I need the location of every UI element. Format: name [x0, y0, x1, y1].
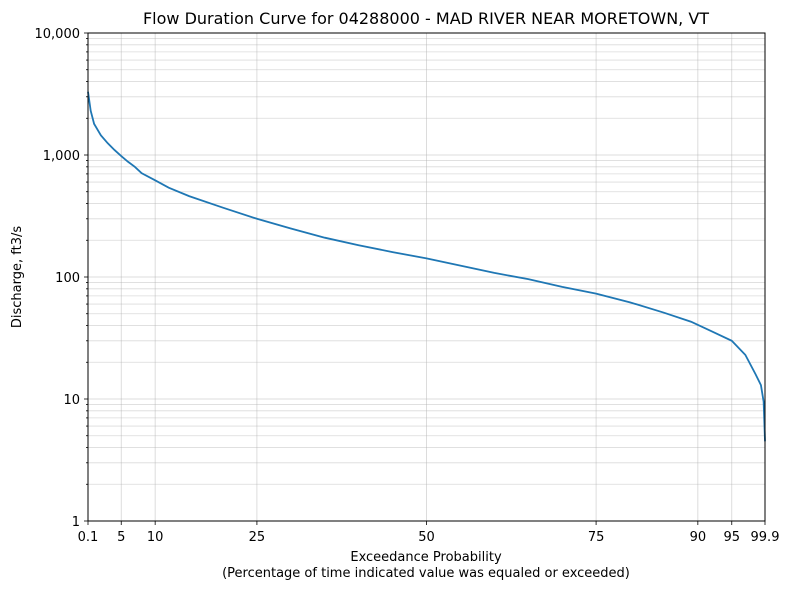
chart-title: Flow Duration Curve for 04288000 - MAD R…: [143, 9, 709, 28]
y-tick-label: 10,000: [35, 27, 81, 42]
x-tick-label: 99.9: [751, 530, 780, 545]
x-tick-label: 5: [117, 530, 125, 545]
y-tick-label: 1,000: [43, 149, 80, 164]
x-tick-label: 25: [249, 530, 266, 545]
y-tick-label: 10: [63, 393, 80, 408]
x-tick-label: 95: [723, 530, 740, 545]
tick-layer: 0.1 5 10 25 50 75 90 95 99.9 1 10 100 1,000 10,000: [35, 27, 780, 545]
grid-layer: [87, 33, 766, 522]
x-axis-note: (Percentage of time indicated value was …: [222, 566, 630, 581]
y-tick-label: 1: [72, 515, 80, 530]
y-axis-label: Discharge, ft3/s: [10, 226, 25, 328]
x-axis-label: Exceedance Probability: [350, 550, 502, 565]
x-tick-label: 0.1: [78, 530, 99, 545]
x-tick-label: 75: [588, 530, 605, 545]
series-layer: [87, 91, 766, 442]
x-tick-label: 10: [147, 530, 164, 545]
x-tick-label: 50: [418, 530, 435, 545]
flow-duration-line: [87, 91, 766, 442]
y-tick-label: 100: [55, 271, 80, 286]
x-tick-label: 90: [690, 530, 707, 545]
